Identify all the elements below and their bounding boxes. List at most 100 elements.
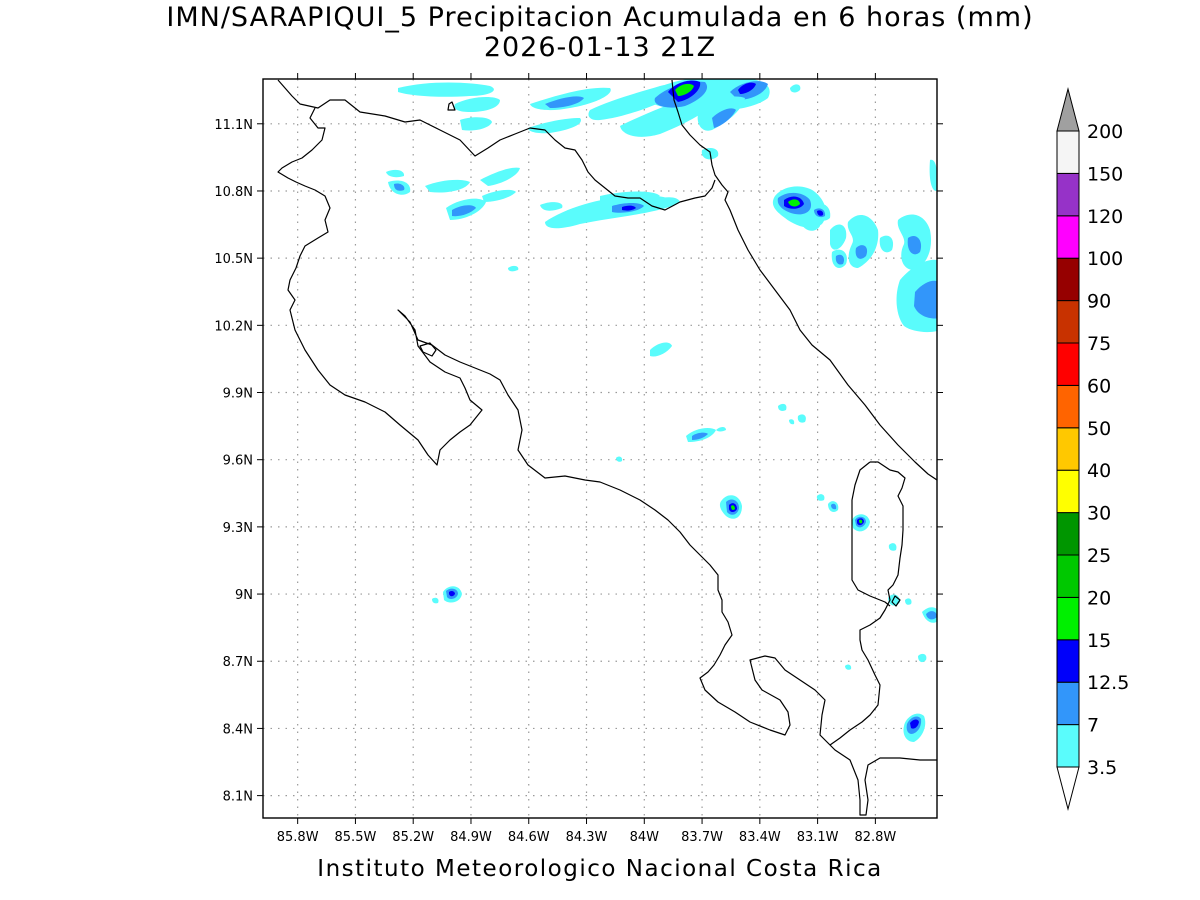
coastlines [277,79,937,816]
precip-area [675,83,694,96]
precip-area [432,597,439,604]
precip-area [712,108,736,128]
legend-swatch [1056,596,1080,641]
x-tick-label: 85.2W [392,830,434,845]
y-tick-label: 9.6N [223,454,253,469]
precip-area [888,543,897,551]
precip-area [831,503,837,510]
precip-area [929,159,937,191]
legend-swatch [1056,469,1080,514]
precip-area [425,179,470,193]
precip-area [788,199,800,207]
precip-area [394,183,405,191]
legend-underflow-arrow [1056,766,1080,811]
legend-label: 40 [1087,460,1111,482]
y-tick-label: 10.8N [214,185,253,200]
legend-label: 120 [1087,206,1123,228]
precip-area [905,598,912,605]
x-tick-label: 83.7W [681,830,723,845]
precip-area [545,96,584,108]
y-tick-label: 8.7N [223,655,253,670]
precipitation-field [386,79,937,742]
precip-area [835,254,845,265]
x-tick-label: 83.4W [739,830,781,845]
precip-area [622,205,636,211]
precip-area [845,664,852,670]
nicoya-islet [419,342,437,357]
precip-area [650,342,672,357]
x-tick-label: 84.6W [508,830,550,845]
legend-label: 150 [1087,163,1123,185]
legend-swatch [1056,215,1080,259]
legend-label: 15 [1087,630,1111,652]
x-tick-label: 85.8W [277,830,319,845]
legend-swatch [1056,724,1080,768]
legend-swatch [1056,427,1080,471]
y-tick-label: 9N [235,588,253,603]
precip-area [907,235,922,255]
legend-swatch [1056,639,1080,683]
x-tick-label: 85.5W [335,830,377,845]
map-title: IMN/SARAPIQUI_5 Precipitacion Acumulada … [166,2,1034,33]
y-tick-label: 9.9N [223,387,253,402]
graticule [263,79,937,818]
x-tick-label: 84.9W [450,830,492,845]
precip-area [800,215,821,231]
precip-area [482,189,516,202]
pacific-coast-north [277,107,937,816]
precip-area [692,432,708,440]
legend-label: 12.5 [1087,672,1129,694]
map-frame [262,78,938,819]
precip-area [914,280,937,319]
border-panama-west [851,461,891,607]
precip-area [816,494,825,501]
precip-area [452,205,476,217]
precip-area [528,118,581,134]
legend-label: 30 [1087,503,1111,525]
legend-label: 200 [1087,121,1123,143]
precip-area [540,202,563,211]
precip-area [731,505,735,510]
precip-area [386,169,405,178]
y-tick-label: 8.4N [223,722,253,737]
precip-area [918,653,927,663]
legend-label: 50 [1087,418,1111,440]
precip-area [789,419,795,425]
precip-area [797,414,806,423]
legend-swatch [1056,130,1080,174]
legend-label: 75 [1087,333,1111,355]
latitude-axis: 11.1N 10.8N 10.5N 10.2N 9.9N 9.6N 9.3N 9N 8.7N 8.… [214,118,943,805]
legend-label: 7 [1087,715,1099,737]
precip-area [508,265,519,272]
x-tick-label: 84W [630,830,660,845]
precip-area [859,519,863,524]
precip-area [830,224,847,250]
legend-swatch [1056,681,1080,726]
precip-area [460,117,492,131]
y-tick-label: 10.2N [214,319,253,334]
legend-label: 100 [1087,248,1123,270]
precip-area [398,82,494,97]
legend-label: 25 [1087,545,1111,567]
precip-area [738,82,756,94]
legend-swatch [1056,384,1080,429]
precip-area [545,195,674,229]
legend-swatch [1056,300,1080,344]
border-panama [829,461,906,746]
precip-area [600,191,660,202]
legend-overflow-arrow [1056,87,1080,132]
precip-area [454,96,500,112]
y-tick-label: 9.3N [223,521,253,536]
footer-credit: Instituto Meteorologico Nacional Costa R… [317,856,883,882]
legend-label: 90 [1087,291,1111,313]
precip-area [449,590,455,597]
precip-area [616,456,623,462]
color-legend: 3.5 7 12.5 15 20 25 30 40 50 60 75 90 100 120 150 200 [1056,87,1129,811]
precip-area [655,197,680,207]
lake-islet [447,101,456,111]
legend-swatch [1056,172,1080,217]
caribbean-coast [711,164,937,481]
y-tick-label: 11.1N [214,118,253,133]
legend-label: 20 [1087,587,1111,609]
precip-area [790,84,801,93]
